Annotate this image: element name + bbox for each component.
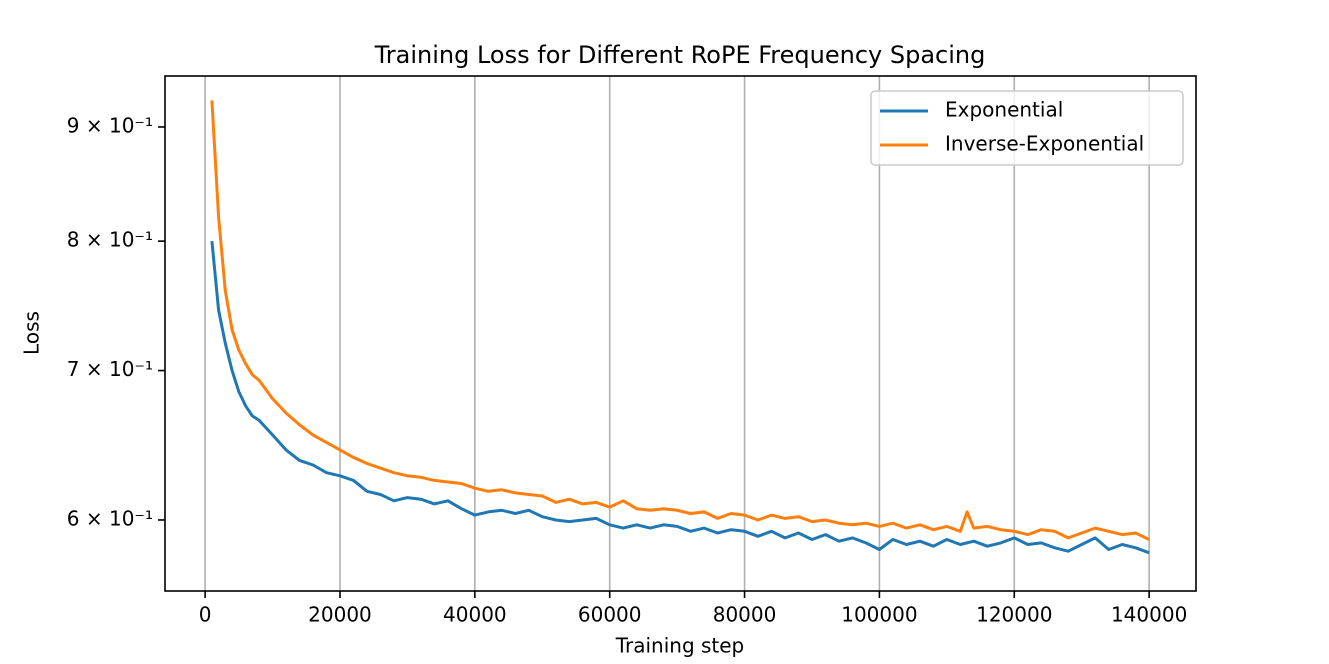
y-tick-label: 8 × 10⁻¹ bbox=[67, 228, 153, 252]
x-tick-label: 0 bbox=[199, 603, 212, 627]
x-tick-label: 20000 bbox=[308, 603, 372, 627]
x-tick-label: 140000 bbox=[1111, 603, 1187, 627]
y-tick-label: 7 × 10⁻¹ bbox=[67, 357, 153, 381]
x-tick-label: 100000 bbox=[841, 603, 917, 627]
y-tick-label: 6 × 10⁻¹ bbox=[67, 506, 153, 530]
y-axis-label: Loss bbox=[20, 311, 44, 355]
x-tick-label: 60000 bbox=[578, 603, 642, 627]
x-axis-label: Training step bbox=[615, 634, 745, 658]
x-tick-label: 40000 bbox=[443, 603, 507, 627]
chart-title: Training Loss for Different RoPE Frequen… bbox=[374, 41, 986, 69]
x-tick-label: 120000 bbox=[976, 603, 1052, 627]
x-tick-label: 80000 bbox=[713, 603, 777, 627]
line-series bbox=[210, 100, 1150, 541]
line-series bbox=[210, 240, 1150, 555]
legend-label: Inverse-Exponential bbox=[945, 132, 1144, 156]
plot-frame bbox=[164, 75, 1197, 592]
y-tick-label: 9 × 10⁻¹ bbox=[67, 113, 153, 137]
legend-label: Exponential bbox=[945, 98, 1063, 122]
legend-box bbox=[870, 90, 1184, 166]
